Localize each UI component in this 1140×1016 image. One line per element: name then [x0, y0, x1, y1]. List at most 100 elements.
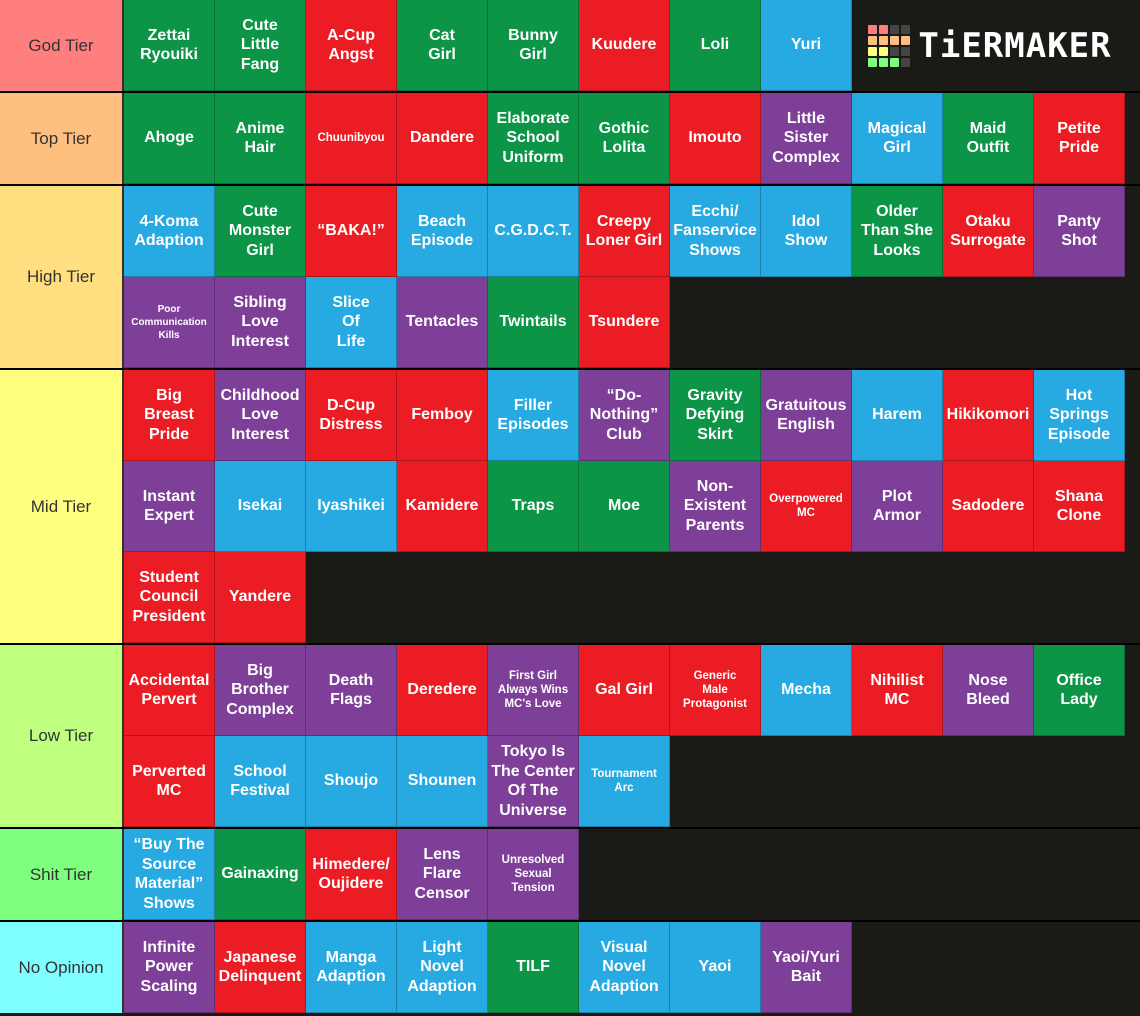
tier-item[interactable]: First Girl Always Wins MC's Love [488, 645, 579, 736]
tier-item[interactable]: Perverted MC [124, 736, 215, 827]
tier-label[interactable]: Shit Tier [0, 829, 124, 920]
tier-item[interactable]: Tentacles [397, 277, 488, 368]
tier-item[interactable]: Plot Armor [852, 461, 943, 552]
tier-item[interactable]: Magical Girl [852, 93, 943, 184]
tier-item[interactable]: Tournament Arc [579, 736, 670, 827]
tier-item[interactable]: Yaoi/Yuri Bait [761, 922, 852, 1013]
tier-item[interactable]: Ahoge [124, 93, 215, 184]
tier-item[interactable]: Otaku Surrogate [943, 186, 1034, 277]
tier-item[interactable]: Panty Shot [1034, 186, 1125, 277]
tier-item[interactable]: Death Flags [306, 645, 397, 736]
tier-item[interactable]: Moe [579, 461, 670, 552]
tier-item[interactable]: Dandere [397, 93, 488, 184]
tier-item[interactable]: Himedere/ Oujidere [306, 829, 397, 920]
tier-item[interactable]: Creepy Loner Girl [579, 186, 670, 277]
tier-item[interactable]: Little Sister Complex [761, 93, 852, 184]
tier-item[interactable]: Harem [852, 370, 943, 461]
tier-item[interactable]: Gothic Lolita [579, 93, 670, 184]
tier-item[interactable]: Tokyo Is The Center Of The Universe [488, 736, 579, 827]
tier-item[interactable]: Non- Existent Parents [670, 461, 761, 552]
tier-item[interactable]: Twintails [488, 277, 579, 368]
tier-item[interactable]: Infinite Power Scaling [124, 922, 215, 1013]
tier-item[interactable]: Gainaxing [215, 829, 306, 920]
tier-item[interactable]: Zettai Ryouiki [124, 0, 215, 91]
tier-item[interactable]: School Festival [215, 736, 306, 827]
tier-item[interactable]: Slice Of Life [306, 277, 397, 368]
tier-item[interactable]: TILF [488, 922, 579, 1013]
tier-item[interactable]: Generic Male Protagonist [670, 645, 761, 736]
tier-item[interactable]: Shana Clone [1034, 461, 1125, 552]
tier-item[interactable]: Shoujo [306, 736, 397, 827]
tier-item[interactable]: Hikikomori [943, 370, 1034, 461]
tier-item[interactable]: Nose Bleed [943, 645, 1034, 736]
tier-item[interactable]: Imouto [670, 93, 761, 184]
tier-label[interactable]: Low Tier [0, 645, 124, 827]
tier-item[interactable]: Iyashikei [306, 461, 397, 552]
tier-item[interactable]: Maid Outfit [943, 93, 1034, 184]
tier-item[interactable]: Nihilist MC [852, 645, 943, 736]
tier-item[interactable]: Cute Little Fang [215, 0, 306, 91]
tier-item[interactable]: Visual Novel Adaption [579, 922, 670, 1013]
tier-item[interactable]: Gal Girl [579, 645, 670, 736]
tier-item[interactable]: Filler Episodes [488, 370, 579, 461]
tier-item[interactable]: Sadodere [943, 461, 1034, 552]
tier-label[interactable]: Mid Tier [0, 370, 124, 643]
tier-item[interactable]: “BAKA!” [306, 186, 397, 277]
tier-item[interactable]: Bunny Girl [488, 0, 579, 91]
tier-item[interactable]: Big Brother Complex [215, 645, 306, 736]
tier-item[interactable]: Older Than She Looks [852, 186, 943, 277]
tier-item[interactable]: Overpowered MC [761, 461, 852, 552]
tier-label[interactable]: No Opinion [0, 922, 124, 1013]
tier-item[interactable]: Manga Adaption [306, 922, 397, 1013]
tier-item[interactable]: Cat Girl [397, 0, 488, 91]
tier-item[interactable]: Kamidere [397, 461, 488, 552]
tier-item[interactable]: Poor Communication Kills [124, 277, 215, 368]
tier-item[interactable]: Light Novel Adaption [397, 922, 488, 1013]
tier-item[interactable]: Yuri [761, 0, 852, 91]
tiermaker-logo: TiERMAKER [852, 0, 1128, 91]
tier-item[interactable]: Loli [670, 0, 761, 91]
tier-item[interactable]: Anime Hair [215, 93, 306, 184]
tier-item[interactable]: “Buy The Source Material” Shows [124, 829, 215, 920]
tier-item[interactable]: Tsundere [579, 277, 670, 368]
tier-item[interactable]: Isekai [215, 461, 306, 552]
tier-label[interactable]: Top Tier [0, 93, 124, 184]
tier-row-high-tier: High Tier 4-Koma Adaption Cute Monster Gir… [0, 184, 1140, 368]
tier-item[interactable]: Chuunibyou [306, 93, 397, 184]
tier-item[interactable]: C.G.D.C.T. [488, 186, 579, 277]
tier-item[interactable]: Idol Show [761, 186, 852, 277]
tier-label[interactable]: God Tier [0, 0, 124, 91]
tier-item[interactable]: Japanese Delinquent [215, 922, 306, 1013]
tier-item[interactable]: D-Cup Distress [306, 370, 397, 461]
tier-item[interactable]: Ecchi/ Fanservice Shows [670, 186, 761, 277]
tier-item[interactable]: Femboy [397, 370, 488, 461]
tier-item[interactable]: Petite Pride [1034, 93, 1125, 184]
tier-item[interactable]: Lens Flare Censor [397, 829, 488, 920]
tier-item[interactable]: “Do- Nothing” Club [579, 370, 670, 461]
tier-item[interactable]: Instant Expert [124, 461, 215, 552]
tier-item[interactable]: Mecha [761, 645, 852, 736]
tier-item[interactable]: Office Lady [1034, 645, 1125, 736]
tier-label[interactable]: High Tier [0, 186, 124, 368]
tier-item[interactable]: Student Council President [124, 552, 215, 643]
tier-item[interactable]: Big Breast Pride [124, 370, 215, 461]
tier-item[interactable]: A-Cup Angst [306, 0, 397, 91]
tier-item[interactable]: Yandere [215, 552, 306, 643]
tier-item[interactable]: Sibling Love Interest [215, 277, 306, 368]
tier-item[interactable]: Cute Monster Girl [215, 186, 306, 277]
tier-item[interactable]: Accidental Pervert [124, 645, 215, 736]
tier-item[interactable]: Yaoi [670, 922, 761, 1013]
tier-item[interactable]: Gratuitous English [761, 370, 852, 461]
tier-item[interactable]: Childhood Love Interest [215, 370, 306, 461]
tier-item[interactable]: Gravity Defying Skirt [670, 370, 761, 461]
tier-item[interactable]: Traps [488, 461, 579, 552]
tier-item[interactable]: Shounen [397, 736, 488, 827]
tier-item[interactable]: Kuudere [579, 0, 670, 91]
tier-item[interactable]: Beach Episode [397, 186, 488, 277]
tier-item[interactable]: Deredere [397, 645, 488, 736]
tier-item[interactable]: Unresolved Sexual Tension [488, 829, 579, 920]
tier-item[interactable]: 4-Koma Adaption [124, 186, 215, 277]
tier-items: Zettai Ryouiki Cute Little Fang A-Cup Angs… [124, 0, 1128, 91]
tier-item[interactable]: Hot Springs Episode [1034, 370, 1125, 461]
tier-item[interactable]: Elaborate School Uniform [488, 93, 579, 184]
